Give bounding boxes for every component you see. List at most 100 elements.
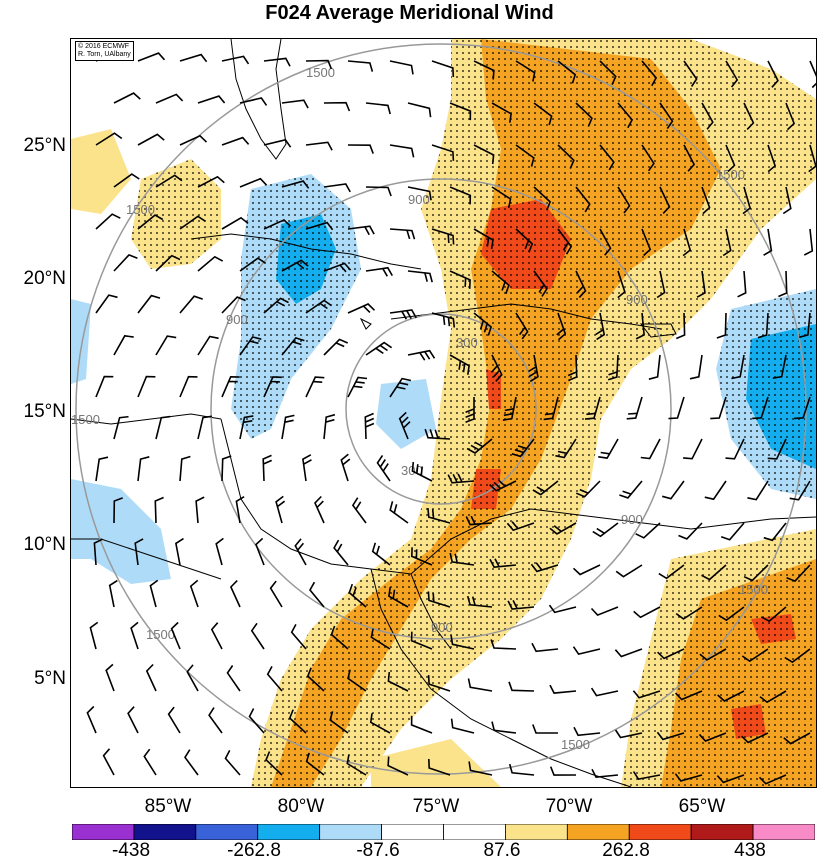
wind-barb: [155, 174, 183, 188]
wind-barb: [130, 621, 139, 650]
wind-barb: [549, 522, 577, 535]
colorbar-swatch: [195, 824, 259, 840]
wind-barb: [376, 454, 391, 482]
wind-barb: [210, 622, 223, 650]
wind-barb: [427, 591, 451, 608]
wind-barb: [747, 480, 769, 501]
wind-barb: [449, 354, 470, 375]
wind-barb: [365, 266, 393, 277]
wind-barb: [388, 587, 409, 608]
wind-barb: [431, 60, 455, 78]
wind-barb: [389, 228, 416, 240]
wind-barb: [632, 690, 661, 699]
colorbar-swatch: [566, 824, 630, 840]
wind-barb: [507, 600, 535, 610]
colorbar-label: 87.6: [483, 840, 521, 861]
wind-barb: [145, 663, 157, 692]
wind-barb: [489, 479, 517, 492]
wind-barb: [263, 376, 282, 398]
wind-barb: [197, 95, 226, 104]
wind-barb: [527, 354, 539, 383]
wind-barb: [675, 312, 686, 340]
colorbar-swatch: [690, 824, 754, 840]
wind-barb: [263, 297, 289, 314]
wind-barb: [137, 52, 166, 62]
wind-barb: [113, 497, 123, 524]
wind-barb: [575, 186, 591, 213]
wind-barb: [742, 186, 752, 215]
wind-barb: [511, 438, 535, 458]
wind-barb: [348, 583, 367, 608]
wind-barb: [491, 721, 517, 734]
wind-barb: [506, 521, 535, 532]
wind-barb: [127, 706, 139, 734]
wind-barb: [591, 768, 619, 779]
wind-barbs: [86, 50, 816, 785]
contour-label: 900: [431, 620, 453, 635]
wind-barb: [215, 537, 224, 566]
wind-barb: [113, 334, 134, 356]
wind-barb: [641, 228, 652, 257]
longitude-label: 85°W: [144, 796, 192, 817]
wind-barb: [346, 754, 367, 776]
wind-barb: [798, 312, 811, 339]
wind-barb: [371, 542, 391, 566]
wind-barb: [86, 705, 97, 734]
wind-barb: [549, 684, 577, 694]
wind-barb: [197, 175, 225, 188]
wind-barb: [179, 53, 208, 63]
wind-barb: [105, 663, 115, 692]
wind-barb: [410, 631, 433, 650]
wind-barb: [365, 186, 392, 197]
wind-barb: [668, 396, 685, 420]
wind-barb: [757, 312, 769, 339]
wind-barb: [599, 60, 617, 86]
wind-barb: [93, 538, 103, 566]
wind-barb: [598, 438, 619, 459]
wind-barb: [674, 773, 703, 782]
wind-barb: [347, 144, 374, 154]
wind-barb: [782, 186, 792, 215]
wind-barb: [575, 480, 601, 498]
wind-barb: [387, 672, 409, 692]
wind-barb: [661, 480, 685, 500]
wind-barb: [281, 336, 305, 356]
wind-barb: [248, 708, 265, 734]
colorbar-label: 262.8: [602, 840, 650, 861]
wind-barb: [659, 186, 671, 214]
wind-barb: [508, 763, 535, 776]
wind-barb: [155, 93, 184, 104]
wind-barb: [632, 771, 661, 780]
wind-barb: [763, 228, 773, 256]
wind-barb: [170, 621, 181, 650]
wind-barb: [696, 270, 706, 298]
wind-barb: [635, 522, 661, 539]
wind-barb: [294, 538, 307, 566]
wind-barb: [533, 186, 552, 211]
wind-barb: [710, 396, 727, 420]
wind-barb: [617, 270, 626, 299]
wind-barb: [134, 538, 144, 566]
wind-barb: [263, 218, 291, 230]
wind-barb: [674, 690, 703, 701]
wind-barb: [351, 497, 367, 524]
contour-label: 1500: [561, 737, 590, 752]
wind-barb: [533, 102, 553, 126]
wind-barb: [229, 580, 241, 608]
wind-barb: [626, 396, 643, 420]
wind-barb: [113, 173, 140, 188]
wind-barb: [658, 564, 685, 580]
colorbar-swatch: [381, 824, 444, 840]
wind-barb: [221, 296, 246, 314]
latitude-label: 25°N: [23, 135, 66, 156]
wind-barb: [113, 253, 138, 272]
wind-barb: [590, 606, 619, 617]
wind-barb: [197, 415, 213, 440]
wind-barb: [633, 606, 661, 619]
wind-barb: [767, 438, 787, 460]
wind-barb: [431, 312, 456, 328]
wind-barb: [763, 522, 787, 542]
colorbar-swatch: [257, 824, 321, 840]
wind-barb: [808, 144, 816, 173]
wind-barb: [675, 606, 703, 620]
